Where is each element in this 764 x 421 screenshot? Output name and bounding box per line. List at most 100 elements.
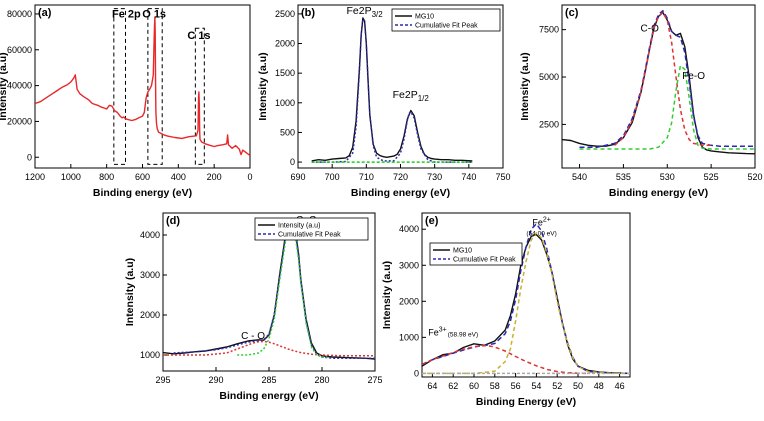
- y-tick-label: 4000: [399, 224, 419, 234]
- legend-entry-label: Cumulative Fit Peak: [415, 23, 478, 30]
- series-data: [562, 11, 755, 155]
- x-tick-label: 285: [261, 375, 276, 385]
- x-tick-label: 48: [594, 381, 604, 391]
- x-tick-label: 64: [427, 381, 437, 391]
- panel-label: (c): [565, 7, 579, 19]
- x-tick-label: 525: [704, 172, 719, 182]
- y-tick-label: 40000: [7, 81, 32, 91]
- x-tick-label: 275: [367, 375, 382, 385]
- legend-entry-label: Cumulative Fit Peak: [278, 232, 341, 239]
- plot-frame: [34, 4, 251, 169]
- y-axis-label: Intensity (a.u): [519, 52, 531, 120]
- panel-label: (a): [38, 7, 52, 19]
- peak-region-box: [147, 8, 163, 165]
- x-axis-label: Binding energy (eV): [219, 390, 318, 402]
- series-c-c-component: [237, 224, 328, 358]
- y-tick-label: 7500: [539, 25, 559, 35]
- series-fe-o-component: [579, 64, 755, 150]
- plot-frame: [421, 212, 631, 378]
- x-tick-label: 800: [99, 172, 114, 182]
- plot-frame: [561, 4, 756, 169]
- panel-d-c1s-chart: 295 290 285 280 275 1000 2000 3000 4000 Binding e…: [124, 212, 383, 402]
- peak-label: Fe2P1/2: [393, 89, 430, 103]
- x-tick-label: 710: [359, 172, 374, 182]
- series-c-o-component: [163, 340, 375, 357]
- x-tick-label: 730: [427, 172, 442, 182]
- y-tick-label: 2000: [140, 310, 160, 320]
- x-tick-label: 600: [135, 172, 150, 182]
- x-axis-label: Binding energy (eV): [93, 187, 192, 199]
- x-tick-label: 740: [461, 172, 476, 182]
- y-tick-label: 2500: [539, 119, 559, 129]
- x-tick-label: 200: [207, 172, 222, 182]
- panel-e-fe3p-chart: 64 62 60 58 56 54 52 50 48 46 0 1000 2000 3000 4000 Bin…: [381, 212, 631, 408]
- legend-entry-label: Intensity (a.u): [278, 223, 320, 230]
- series-survey-spectrum: [35, 16, 250, 157]
- y-tick-label: 4000: [140, 230, 160, 240]
- peak-label: Fe2P3/2: [347, 5, 384, 19]
- series-cumulative-fit-peak: [311, 18, 473, 163]
- y-axis-label: Intensity (a.u): [381, 261, 393, 329]
- x-tick-label: 50: [573, 381, 583, 391]
- legend-entry-label: Cumulative Fit Peak: [453, 257, 516, 264]
- panel-a-survey-chart: 1200 1000 800 600 400 200 00200004000060000800…: [0, 4, 253, 199]
- x-tick-label: 750: [495, 172, 510, 182]
- y-tick-label: 2000: [275, 39, 295, 49]
- x-tick-label: 535: [616, 172, 631, 182]
- legend-entry-label: MG10: [453, 248, 472, 255]
- x-tick-label: 290: [208, 375, 223, 385]
- peak-annotation: C 1s: [187, 30, 210, 42]
- y-tick-label: 1000: [140, 350, 160, 360]
- x-tick-label: 1000: [61, 172, 81, 182]
- x-tick-label: 720: [393, 172, 408, 182]
- peak-annotation: C-O: [641, 24, 660, 35]
- panel-b-fe2p-chart: 690 700 710 720 730 740 750 0 500 1000 1500 2000 250…: [257, 4, 511, 199]
- y-tick-label: 20000: [7, 116, 32, 126]
- series-fe2-component: [422, 232, 630, 375]
- y-tick-label: 1000: [275, 98, 295, 108]
- x-tick-label: 1200: [25, 172, 45, 182]
- y-tick-label: 5000: [539, 72, 559, 82]
- y-tick-label: 500: [280, 127, 295, 137]
- x-tick-label: 60: [469, 381, 479, 391]
- series-fe3-component: [422, 344, 589, 375]
- y-tick-label: 80000: [7, 9, 32, 19]
- x-tick-label: 400: [171, 172, 186, 182]
- x-tick-label: 700: [325, 172, 340, 182]
- x-axis-label: Binding energy (eV): [351, 187, 450, 199]
- y-axis-label: Intensity (a.u): [0, 52, 9, 120]
- legend: Intensity (a.u) Cumulative Fit Peak: [254, 217, 369, 241]
- peak-label: Fe3+(58.98 eV): [428, 327, 478, 339]
- y-tick-label: 3000: [399, 260, 419, 270]
- y-tick-label: 0: [414, 368, 419, 378]
- x-tick-label: 56: [511, 381, 521, 391]
- x-tick-label: 0: [247, 172, 252, 182]
- y-tick-label: 1500: [275, 68, 295, 78]
- peak-region-box: [194, 27, 205, 165]
- x-axis-label: Binding energy (eV): [609, 187, 708, 199]
- y-tick-label: 0: [27, 152, 32, 162]
- x-tick-label: 690: [290, 172, 305, 182]
- y-tick-label: 2000: [399, 296, 419, 306]
- y-tick-label: 3000: [140, 270, 160, 280]
- series-cumulative-fit-peak: [173, 221, 375, 359]
- x-tick-label: 520: [747, 172, 762, 182]
- y-tick-label: 1000: [399, 332, 419, 342]
- x-axis-label: Binding Energy (eV): [476, 396, 576, 408]
- y-tick-label: 60000: [7, 45, 32, 55]
- y-axis-label: Intensity (a.u): [257, 52, 269, 120]
- series-c-o-component: [614, 11, 712, 147]
- peak-region-box: [113, 8, 126, 165]
- x-tick-label: 540: [572, 172, 587, 182]
- peak-energy-note: (54.00 eV): [526, 231, 556, 238]
- legend: MG10 Cumulative Fit Peak: [429, 242, 523, 266]
- peak-annotation: Fe-O: [682, 71, 705, 82]
- panel-label: (e): [425, 215, 439, 227]
- x-tick-label: 46: [615, 381, 625, 391]
- panel-label: (b): [301, 7, 315, 19]
- legend: MG10 Cumulative Fit Peak: [391, 8, 501, 32]
- x-tick-label: 295: [155, 375, 170, 385]
- panel-label: (d): [166, 215, 180, 227]
- x-tick-label: 52: [552, 381, 562, 391]
- y-axis-label: Intensity (a.u): [124, 258, 136, 326]
